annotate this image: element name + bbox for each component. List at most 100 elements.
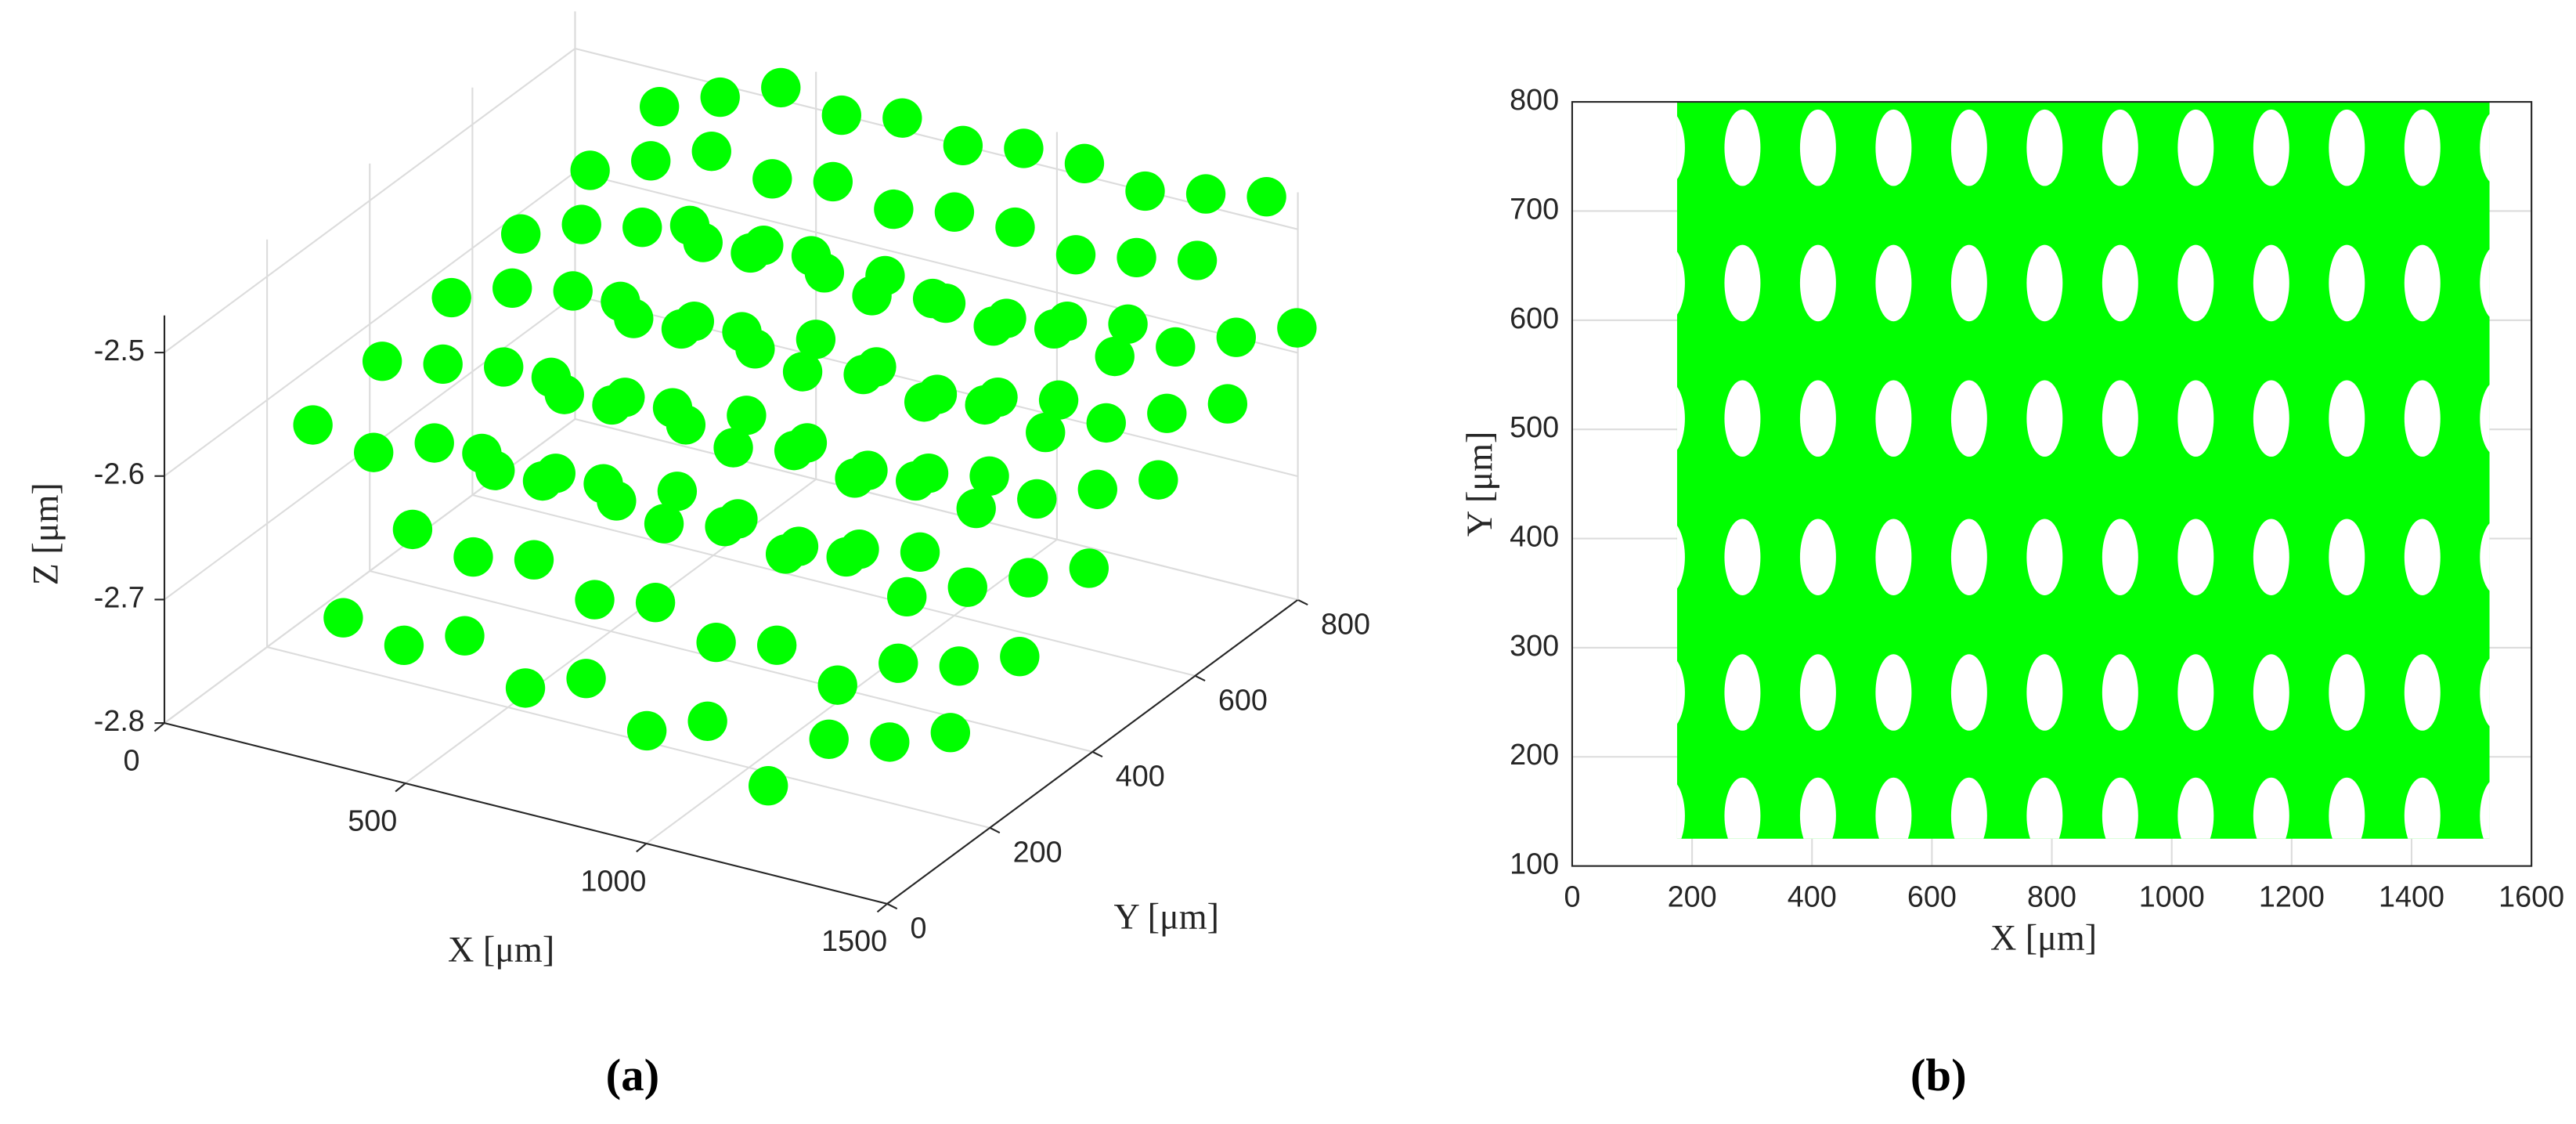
hole — [2253, 654, 2289, 731]
point — [657, 472, 698, 511]
hole — [1724, 519, 1761, 595]
point — [744, 226, 784, 266]
y-tick-label: 600 — [1510, 302, 1559, 335]
point — [566, 659, 606, 699]
hole — [2177, 109, 2214, 186]
hole — [1676, 660, 1685, 725]
hole — [1676, 526, 1685, 589]
hole — [1724, 777, 1761, 839]
x-tick-label: 1500 — [821, 925, 887, 958]
point — [969, 456, 1009, 496]
hole — [2026, 519, 2063, 595]
point — [930, 713, 970, 753]
hole — [1676, 116, 1685, 179]
hole — [2102, 654, 2138, 731]
hole — [1875, 777, 1912, 839]
point — [500, 214, 541, 254]
hole — [1950, 109, 1987, 186]
hole — [2480, 523, 2490, 591]
point — [1125, 171, 1165, 211]
point — [987, 298, 1026, 338]
point — [817, 665, 857, 705]
hole — [1724, 244, 1761, 322]
point — [943, 125, 983, 166]
point — [1017, 479, 1057, 519]
plot-frame — [1571, 101, 2533, 867]
point — [978, 377, 1018, 417]
grid-line — [575, 47, 1298, 230]
point — [392, 509, 433, 550]
point — [1156, 327, 1196, 367]
point — [561, 204, 601, 244]
hole — [2404, 380, 2441, 457]
hole — [2177, 519, 2214, 595]
x-tick-label: 0 — [1564, 881, 1580, 914]
point — [674, 302, 714, 342]
point — [1216, 317, 1256, 357]
hole — [1950, 519, 1987, 595]
region — [1676, 102, 2490, 839]
hole — [2026, 244, 2063, 322]
point — [804, 253, 845, 293]
hole — [1875, 380, 1912, 457]
hole — [1950, 380, 1987, 457]
point — [882, 98, 922, 138]
chart-a: 0 500 1000 1500 0 200 400 600 800 -2.8 -2.7 -2.6 -2.… — [26, 11, 1370, 1101]
point — [874, 189, 914, 229]
point — [796, 320, 836, 360]
point — [484, 347, 524, 387]
hole — [2480, 249, 2490, 317]
hole — [2480, 385, 2490, 453]
point — [414, 423, 454, 463]
point — [1008, 558, 1048, 598]
point — [631, 141, 671, 181]
x-tick-label: 500 — [348, 804, 397, 837]
point — [1026, 412, 1066, 453]
grid-line — [369, 570, 1093, 753]
x-tick-label: 400 — [1788, 881, 1837, 914]
point — [718, 499, 758, 539]
point — [570, 150, 610, 190]
hole — [2253, 519, 2289, 595]
x-tick-label: 1600 — [2498, 881, 2564, 914]
caption: (b) — [1910, 1050, 1967, 1101]
point — [879, 643, 918, 683]
hole — [2102, 109, 2138, 186]
point — [293, 405, 333, 445]
y-tick-label: 800 — [1510, 84, 1559, 117]
hole — [1724, 380, 1761, 457]
y-tick-label: 600 — [1218, 684, 1268, 717]
point — [431, 277, 471, 318]
hole — [1676, 784, 1685, 839]
hole — [2253, 244, 2289, 322]
hole — [2253, 109, 2289, 186]
point — [749, 766, 788, 806]
tick-mark — [1091, 750, 1103, 758]
point — [622, 208, 662, 248]
point — [635, 583, 676, 623]
hole — [1875, 654, 1912, 731]
point — [505, 668, 546, 708]
hole — [2102, 777, 2138, 839]
hole — [1724, 109, 1761, 186]
x-tick-label: 600 — [1907, 881, 1957, 914]
point — [752, 159, 792, 199]
x-tick-label: 1400 — [2379, 881, 2444, 914]
point — [1069, 548, 1109, 588]
point — [1000, 637, 1040, 677]
point — [475, 450, 515, 490]
y-tick-label: 700 — [1510, 193, 1559, 226]
hole — [1799, 777, 1836, 839]
hole — [2102, 244, 2138, 322]
y-tick-label: 100 — [1510, 848, 1559, 881]
point — [683, 222, 723, 262]
point — [848, 450, 888, 490]
hole — [2329, 777, 2365, 839]
point — [1147, 393, 1187, 433]
holes — [1676, 109, 2490, 839]
point — [782, 352, 823, 392]
hole — [1676, 251, 1685, 315]
grid-line — [575, 171, 1298, 354]
